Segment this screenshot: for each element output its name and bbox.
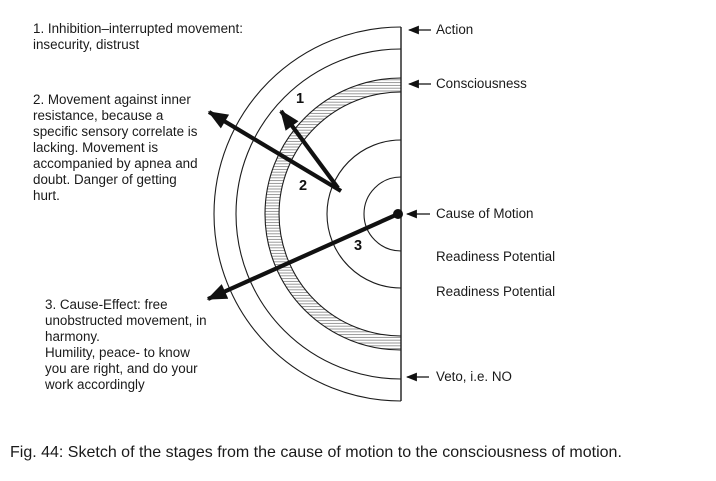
cause-of-motion-dot	[393, 209, 403, 219]
stage-number-1: 1	[294, 91, 307, 107]
note-1-inhibition: 1. Inhibition–interrupted movement: inse…	[33, 21, 243, 52]
label-readiness-potential-2: Readiness Potential	[436, 284, 556, 299]
label-action: Action	[436, 22, 474, 37]
label-veto: Veto, i.e. NO	[436, 369, 512, 384]
stage-2-arrow	[207, 110, 343, 193]
stage-number-3: 3	[352, 238, 365, 254]
stage-number-2: 2	[297, 178, 310, 194]
note-2-movement-against-resistance: 2. Movement against inner resistance, be…	[33, 92, 198, 203]
stage-1-arrow	[279, 109, 340, 190]
semicircle-arc-band-outer	[264, 77, 402, 351]
semicircle-arc-readiness	[326, 139, 402, 289]
semicircle-arc-veto	[235, 48, 402, 380]
consciousness-band	[265, 78, 401, 350]
note-3-cause-effect: 3. Cause-Effect: free unobstructed movem…	[45, 297, 207, 392]
semicircle-arc-innermost	[363, 176, 402, 252]
semicircle-arc-outermost	[213, 26, 402, 402]
stage-3-arrow	[206, 212, 399, 301]
semicircle-arc-band-inner	[278, 91, 402, 337]
label-readiness-potential-1: Readiness Potential	[436, 249, 556, 264]
label-consciousness: Consciousness	[436, 76, 527, 91]
label-cause-of-motion: Cause of Motion	[436, 206, 534, 221]
figure-caption: Fig. 44: Sketch of the stages from the c…	[10, 444, 622, 461]
